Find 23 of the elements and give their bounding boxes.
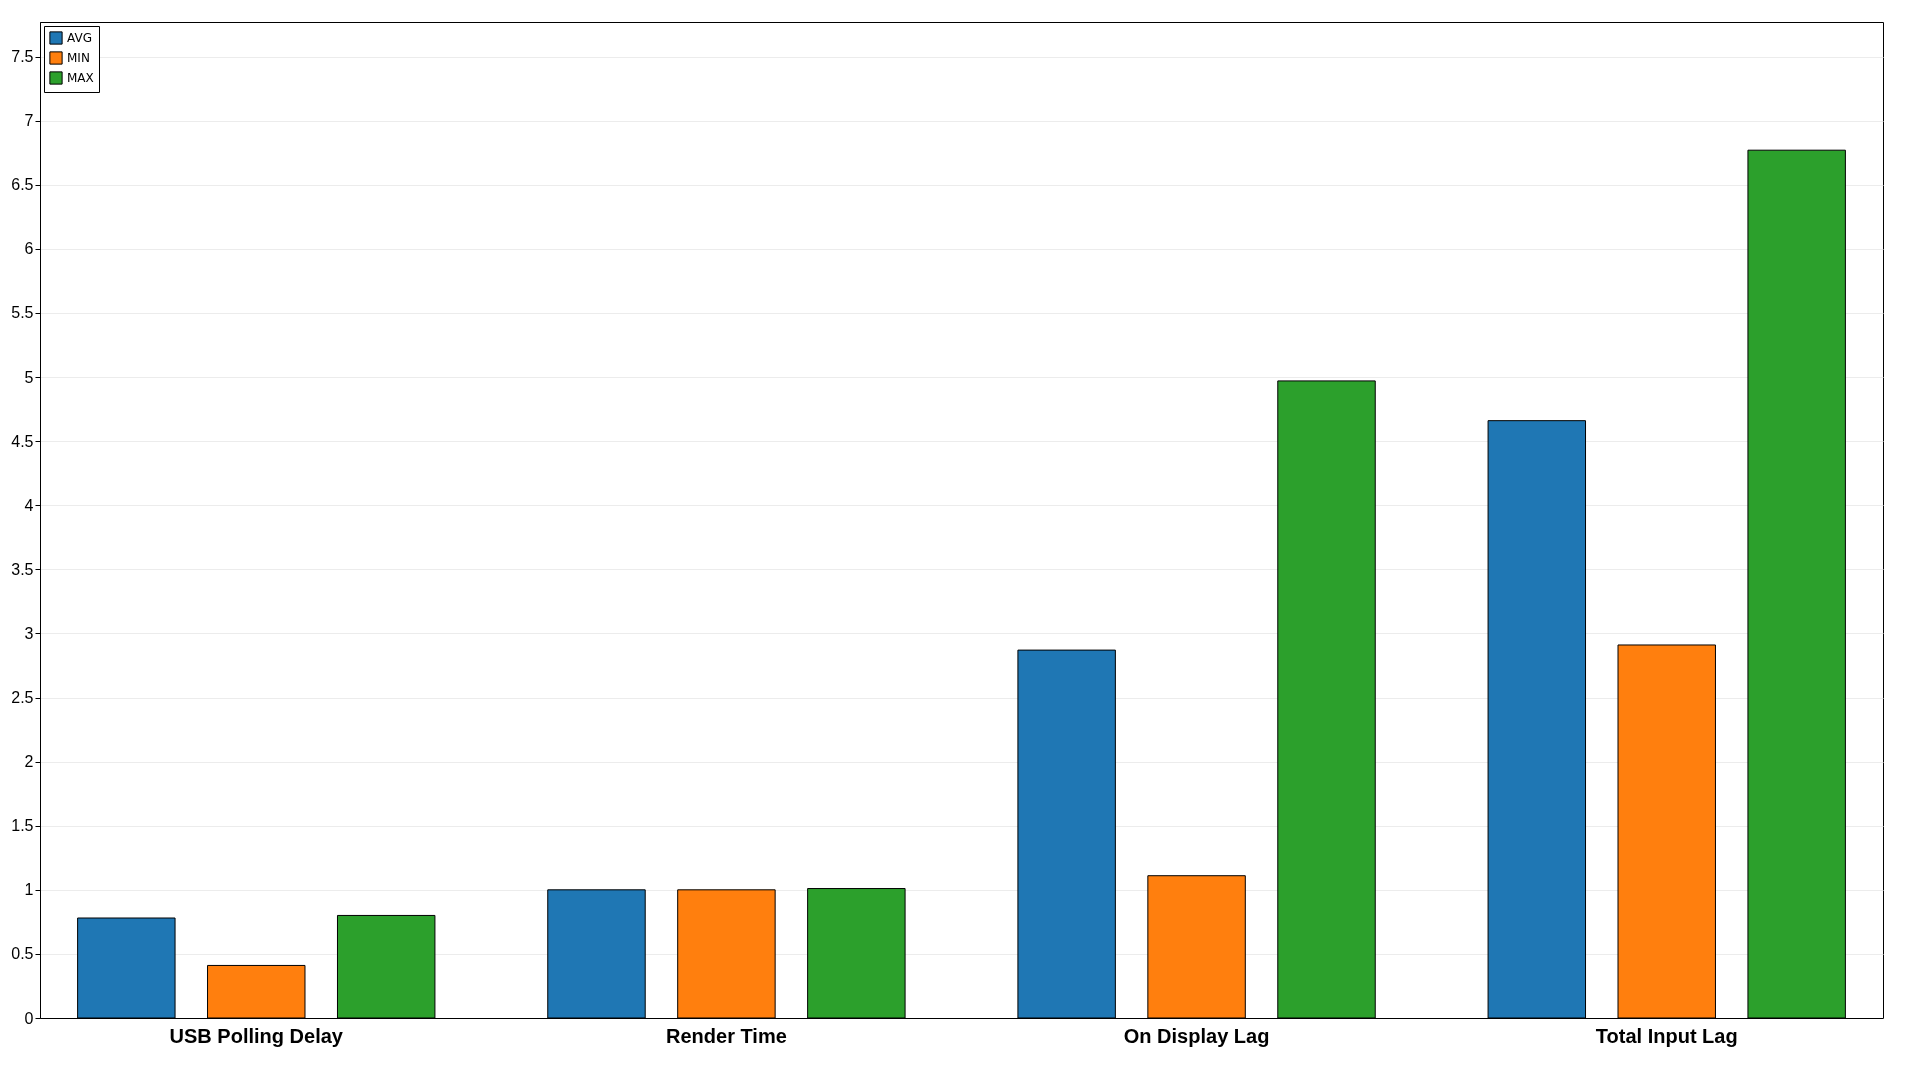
y-tick-label: 7.5 [11, 48, 34, 66]
y-tick-label: 3.5 [11, 560, 34, 578]
y-tick-label: 5 [24, 368, 34, 386]
legend-label: MIN [67, 51, 90, 65]
y-tick-label: 2.5 [11, 689, 34, 707]
y-tick-label: 6 [24, 240, 34, 258]
y-tick-label: 4 [24, 496, 34, 514]
y-tick-label: 7 [24, 112, 34, 130]
x-tick-label: Render Time [666, 1024, 787, 1047]
y-tick-label: 5.5 [11, 304, 34, 322]
y-tick-label: 0 [24, 1009, 34, 1027]
legend-label: AVG [67, 31, 92, 45]
y-tick-label: 0.5 [11, 945, 34, 963]
y-tick-label: 1.5 [11, 817, 34, 835]
x-tick-label: On Display Lag [1123, 1024, 1270, 1047]
y-tick-label: 6.5 [11, 176, 34, 194]
x-tick-label: USB Polling Delay [169, 1024, 344, 1047]
y-tick-label: 3 [24, 624, 34, 642]
legend-label: MAX [67, 71, 94, 85]
y-tick-label: 4.5 [11, 432, 34, 450]
y-tick-label: 1 [24, 881, 34, 899]
x-tick-label: Total Input Lag [1595, 1024, 1738, 1047]
y-tick-label: 2 [24, 753, 34, 771]
